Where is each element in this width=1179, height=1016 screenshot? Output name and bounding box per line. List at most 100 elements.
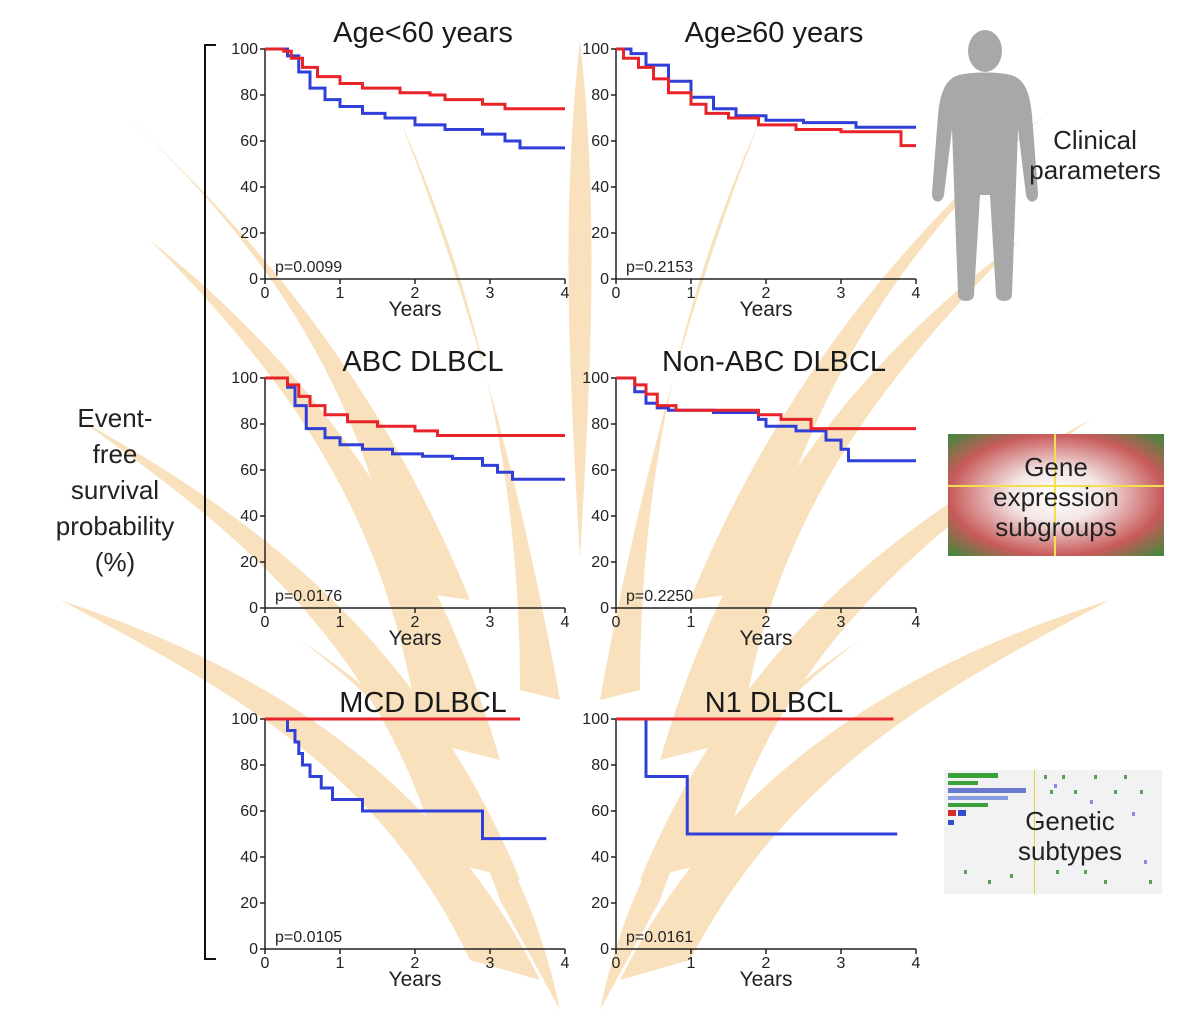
y-tick-label: 20 bbox=[591, 895, 609, 912]
survival-curve-red bbox=[265, 376, 565, 437]
y-tick-label: 80 bbox=[591, 87, 609, 104]
x-tick-label: 3 bbox=[837, 614, 846, 631]
survival-curve-blue bbox=[265, 47, 565, 150]
y-tick-label: 100 bbox=[231, 711, 258, 728]
survival-curve-red bbox=[616, 47, 916, 148]
y-tick-label: 0 bbox=[600, 271, 609, 288]
gene-expression-label: Gene expression subgroups bbox=[948, 452, 1164, 542]
x-tick-label: 2 bbox=[762, 285, 771, 302]
x-tick-label: 2 bbox=[762, 614, 771, 631]
y-axis-label-line: probability bbox=[55, 511, 175, 541]
x-tick-label: 4 bbox=[561, 614, 570, 631]
p-value-annotation: p=0.0176 bbox=[275, 588, 342, 605]
mutation-matrix-icon bbox=[944, 770, 1162, 894]
x-tick-label: 1 bbox=[687, 285, 696, 302]
x-tick-label: 3 bbox=[837, 285, 846, 302]
category-label-line: subgroups bbox=[995, 512, 1117, 542]
category-label-line: subtypes bbox=[1017, 836, 1123, 866]
x-tick-label: 0 bbox=[261, 614, 270, 631]
survival-panel: Non-ABC DLBCL 0 20 40 60 80 100 0 1 2 3 4 Years p=0.2… bbox=[582, 346, 920, 650]
y-axis-label-line: free bbox=[92, 439, 138, 469]
y-tick-label: 60 bbox=[591, 462, 609, 479]
x-tick-label: 2 bbox=[411, 285, 420, 302]
x-tick-label: 4 bbox=[912, 614, 921, 631]
panel-title: Non-ABC DLBCL bbox=[662, 346, 886, 378]
y-tick-label: 100 bbox=[582, 370, 609, 387]
survival-panel: MCD DLBCL 0 20 40 60 80 100 0 1 2 3 4 Years p=0.0105 bbox=[231, 687, 569, 991]
y-tick-label: 80 bbox=[240, 757, 258, 774]
y-tick-label: 100 bbox=[582, 711, 609, 728]
y-tick-label: 20 bbox=[240, 554, 258, 571]
y-tick-label: 60 bbox=[591, 133, 609, 150]
x-tick-label: 1 bbox=[336, 285, 345, 302]
x-tick-label: 4 bbox=[912, 285, 921, 302]
survival-panel: Age≥60 years 0 20 40 60 80 100 0 1 2 3 4 Years p=0.21… bbox=[582, 17, 920, 321]
p-value-annotation: p=0.2250 bbox=[626, 588, 693, 605]
y-tick-label: 40 bbox=[240, 179, 258, 196]
x-axis-label: Years bbox=[740, 968, 793, 991]
survival-curve-blue bbox=[616, 47, 916, 129]
y-tick-label: 80 bbox=[240, 87, 258, 104]
x-tick-label: 2 bbox=[411, 955, 420, 972]
x-tick-label: 3 bbox=[486, 285, 495, 302]
survival-curve-red bbox=[265, 47, 565, 111]
left-bracket bbox=[204, 44, 216, 960]
y-tick-label: 20 bbox=[240, 225, 258, 242]
x-axis-label: Years bbox=[740, 298, 793, 321]
x-axis-label: Years bbox=[389, 298, 442, 321]
category-label-line: parameters bbox=[1029, 155, 1161, 185]
y-tick-label: 80 bbox=[240, 416, 258, 433]
x-tick-label: 3 bbox=[837, 955, 846, 972]
category-label-line: Genetic bbox=[1025, 806, 1115, 836]
x-tick-label: 4 bbox=[561, 955, 570, 972]
survival-curve-blue bbox=[616, 717, 898, 836]
x-tick-label: 4 bbox=[561, 285, 570, 302]
clinical-parameters-label: Clinical parameters bbox=[1010, 125, 1179, 185]
x-axis-label: Years bbox=[389, 968, 442, 991]
heatmap-divider-h bbox=[948, 485, 1164, 487]
y-tick-label: 80 bbox=[591, 416, 609, 433]
survival-curve-red bbox=[616, 376, 916, 431]
y-tick-label: 0 bbox=[249, 271, 258, 288]
y-tick-label: 80 bbox=[591, 757, 609, 774]
y-tick-label: 40 bbox=[240, 849, 258, 866]
p-value-annotation: p=0.0099 bbox=[275, 259, 342, 276]
panel-title: MCD DLBCL bbox=[339, 687, 507, 719]
y-axis-label-line: Event- bbox=[77, 403, 153, 433]
y-tick-label: 20 bbox=[591, 225, 609, 242]
survival-curve-blue bbox=[616, 376, 916, 463]
x-tick-label: 3 bbox=[486, 614, 495, 631]
x-axis-label: Years bbox=[740, 627, 793, 650]
y-axis-label: Event- free survival probability (%) bbox=[30, 400, 200, 580]
y-axis-label-line: survival bbox=[70, 475, 160, 505]
category-label-line: Clinical bbox=[1053, 125, 1137, 155]
category-label-line: Gene bbox=[1024, 452, 1088, 482]
x-tick-label: 1 bbox=[336, 955, 345, 972]
x-tick-label: 0 bbox=[612, 285, 621, 302]
expression-heatmap-icon bbox=[948, 434, 1164, 556]
x-tick-label: 4 bbox=[912, 955, 921, 972]
y-tick-label: 40 bbox=[591, 179, 609, 196]
survival-panel: ABC DLBCL 0 20 40 60 80 100 0 1 2 3 4 Years p=0.0176 bbox=[231, 346, 569, 650]
y-tick-label: 20 bbox=[591, 554, 609, 571]
x-tick-label: 2 bbox=[411, 614, 420, 631]
x-tick-label: 0 bbox=[261, 955, 270, 972]
x-tick-label: 0 bbox=[612, 614, 621, 631]
y-tick-label: 100 bbox=[231, 41, 258, 58]
p-value-annotation: p=0.2153 bbox=[626, 259, 693, 276]
y-tick-label: 40 bbox=[240, 508, 258, 525]
y-tick-label: 60 bbox=[240, 462, 258, 479]
x-tick-label: 2 bbox=[762, 955, 771, 972]
x-tick-label: 3 bbox=[486, 955, 495, 972]
y-tick-label: 0 bbox=[249, 941, 258, 958]
p-value-annotation: p=0.0161 bbox=[626, 929, 693, 946]
heatmap-divider-v bbox=[1054, 434, 1056, 556]
category-label-line: expression bbox=[993, 482, 1119, 512]
p-value-annotation: p=0.0105 bbox=[275, 929, 342, 946]
y-tick-label: 60 bbox=[240, 133, 258, 150]
x-tick-label: 1 bbox=[336, 614, 345, 631]
panel-title: Age<60 years bbox=[333, 17, 513, 49]
genetic-subtypes-label: Genetic subtypes bbox=[980, 806, 1160, 866]
y-tick-label: 0 bbox=[249, 600, 258, 617]
